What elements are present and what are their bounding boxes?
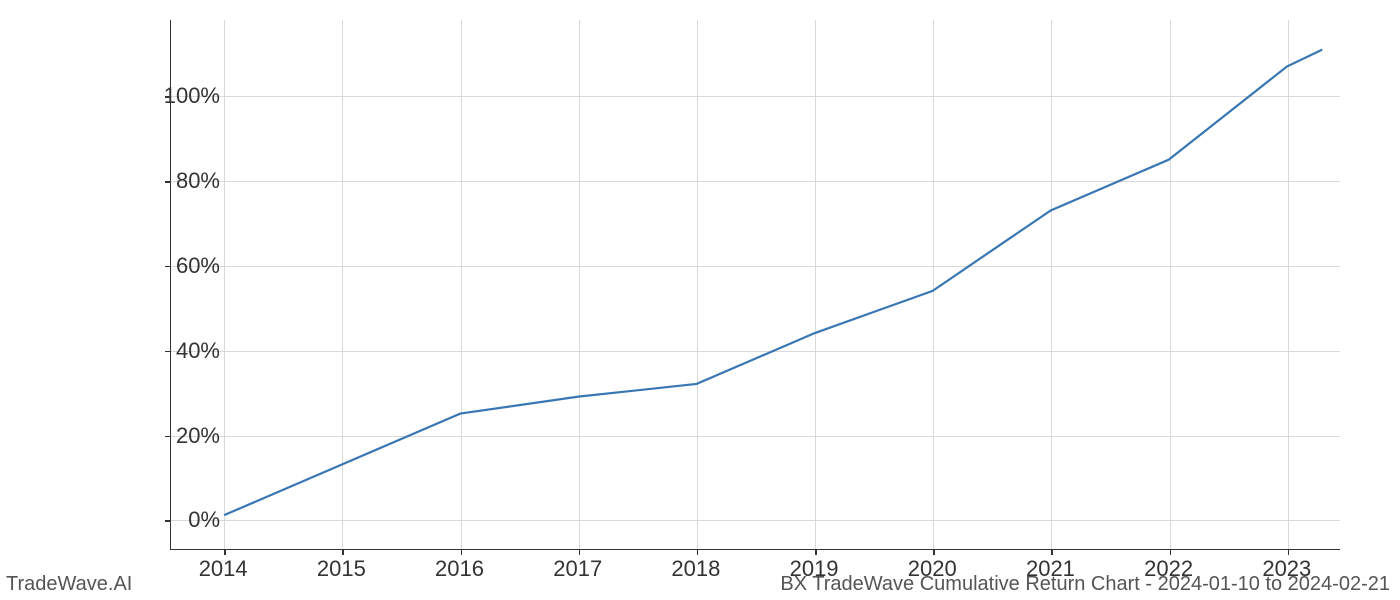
y-tick-label: 80%	[160, 168, 220, 194]
x-tick-label: 2014	[199, 556, 248, 582]
x-tick-mark	[224, 549, 226, 555]
line-series	[171, 20, 1340, 549]
x-tick-mark	[342, 549, 344, 555]
y-tick-label: 40%	[160, 338, 220, 364]
x-tick-label: 2016	[435, 556, 484, 582]
x-tick-label: 2017	[553, 556, 602, 582]
y-tick-label: 100%	[160, 83, 220, 109]
x-tick-label: 2018	[671, 556, 720, 582]
x-tick-mark	[1051, 549, 1053, 555]
footer-right-text: BX TradeWave Cumulative Return Chart - 2…	[780, 573, 1390, 596]
x-tick-mark	[815, 549, 817, 555]
x-tick-mark	[697, 549, 699, 555]
y-tick-label: 0%	[160, 507, 220, 533]
x-tick-label: 2015	[317, 556, 366, 582]
x-tick-mark	[579, 549, 581, 555]
plot-area	[170, 20, 1340, 550]
y-tick-label: 20%	[160, 423, 220, 449]
y-tick-label: 60%	[160, 253, 220, 279]
x-tick-mark	[1288, 549, 1290, 555]
chart-container	[170, 20, 1340, 550]
footer-left-text: TradeWave.AI	[6, 573, 132, 596]
x-tick-mark	[461, 549, 463, 555]
x-tick-mark	[1170, 549, 1172, 555]
x-tick-mark	[933, 549, 935, 555]
